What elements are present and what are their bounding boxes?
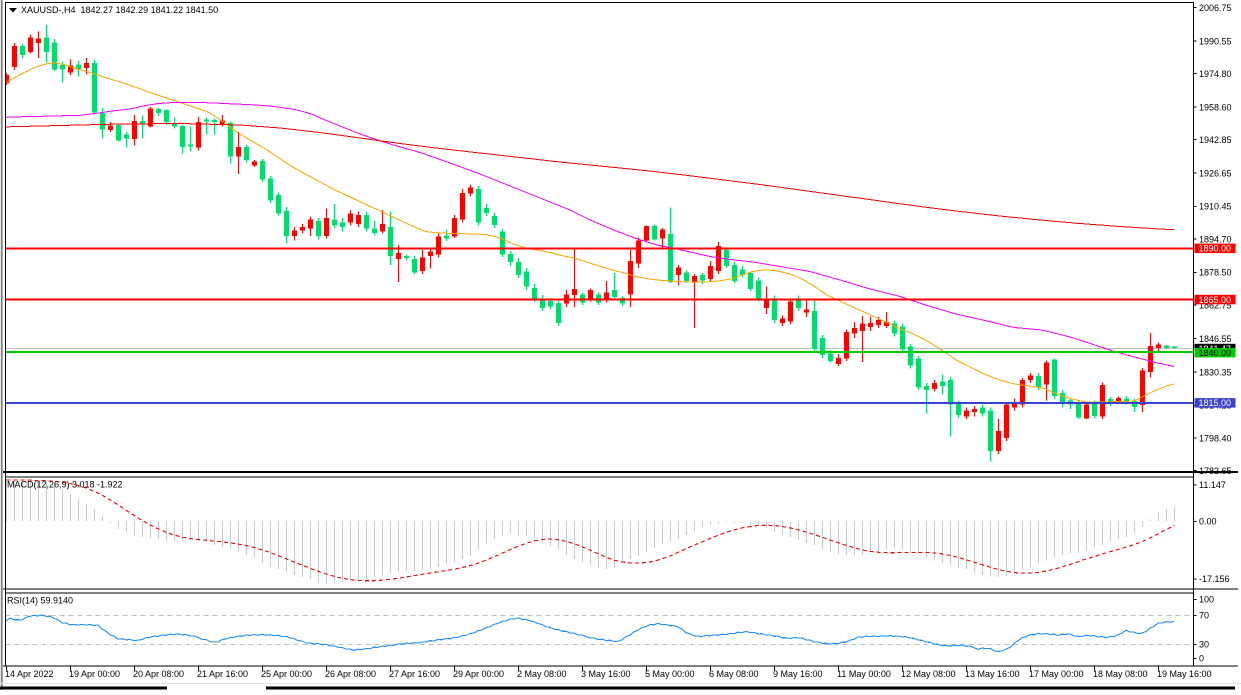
svg-text:1830.35: 1830.35 [1199, 367, 1232, 377]
svg-text:1926.65: 1926.65 [1199, 168, 1232, 178]
svg-text:0: 0 [1199, 654, 1204, 664]
svg-text:3 May 16:00: 3 May 16:00 [581, 669, 631, 679]
svg-text:21 Apr 16:00: 21 Apr 16:00 [197, 669, 248, 679]
svg-text:27 Apr 16:00: 27 Apr 16:00 [389, 669, 440, 679]
svg-text:1815.00: 1815.00 [1199, 398, 1232, 408]
svg-text:9 May 16:00: 9 May 16:00 [773, 669, 823, 679]
svg-text:20 Apr 08:00: 20 Apr 08:00 [133, 669, 184, 679]
svg-text:5 May 00:00: 5 May 00:00 [645, 669, 695, 679]
svg-text:18 May 08:00: 18 May 08:00 [1093, 669, 1148, 679]
svg-text:100: 100 [1199, 595, 1214, 605]
svg-text:30: 30 [1199, 640, 1209, 650]
svg-text:2 May 08:00: 2 May 08:00 [517, 669, 567, 679]
svg-text:1910.45: 1910.45 [1199, 202, 1232, 212]
svg-text:1865.00: 1865.00 [1199, 295, 1232, 305]
svg-text:1798.40: 1798.40 [1199, 433, 1232, 443]
svg-text:1846.55: 1846.55 [1199, 334, 1232, 344]
svg-text:1782.65: 1782.65 [1199, 466, 1232, 476]
svg-text:19 May 16:00: 19 May 16:00 [1157, 669, 1212, 679]
svg-text:12 May 08:00: 12 May 08:00 [901, 669, 956, 679]
svg-text:6 May 08:00: 6 May 08:00 [709, 669, 759, 679]
svg-text:25 Apr 00:00: 25 Apr 00:00 [261, 669, 312, 679]
svg-text:1894.70: 1894.70 [1199, 234, 1232, 244]
svg-text:1990.55: 1990.55 [1199, 36, 1232, 46]
svg-text:11 May 00:00: 11 May 00:00 [837, 669, 891, 679]
svg-text:1958.60: 1958.60 [1199, 102, 1232, 112]
svg-text:2006.75: 2006.75 [1199, 3, 1232, 13]
svg-text:1890.00: 1890.00 [1199, 244, 1232, 254]
svg-text:11.147: 11.147 [1199, 480, 1226, 490]
svg-text:1974.80: 1974.80 [1199, 69, 1232, 79]
svg-text:RSI(14) 59.9140: RSI(14) 59.9140 [7, 596, 73, 606]
svg-text:14 Apr 2022: 14 Apr 2022 [5, 669, 54, 679]
svg-text:19 Apr 00:00: 19 Apr 00:00 [69, 669, 120, 679]
svg-text:29 Apr 00:00: 29 Apr 00:00 [453, 669, 504, 679]
svg-text:70: 70 [1199, 611, 1209, 621]
svg-text:XAUUSD-,H4 1842.27 1842.29 18: XAUUSD-,H4 1842.27 1842.29 1841.22 1841.… [21, 5, 218, 15]
svg-text:13 May 16:00: 13 May 16:00 [965, 669, 1020, 679]
svg-text:0.00: 0.00 [1199, 517, 1217, 527]
svg-text:-17.156: -17.156 [1199, 574, 1230, 584]
svg-text:17 May 00:00: 17 May 00:00 [1029, 669, 1084, 679]
svg-text:26 Apr 08:00: 26 Apr 08:00 [325, 669, 376, 679]
svg-text:1840.00: 1840.00 [1199, 348, 1232, 358]
svg-text:1862.75: 1862.75 [1199, 300, 1232, 310]
svg-text:MACD(12,26,9) 3.018 -1.922: MACD(12,26,9) 3.018 -1.922 [7, 480, 123, 490]
svg-text:1942.85: 1942.85 [1199, 135, 1232, 145]
svg-text:1878.50: 1878.50 [1199, 268, 1232, 278]
